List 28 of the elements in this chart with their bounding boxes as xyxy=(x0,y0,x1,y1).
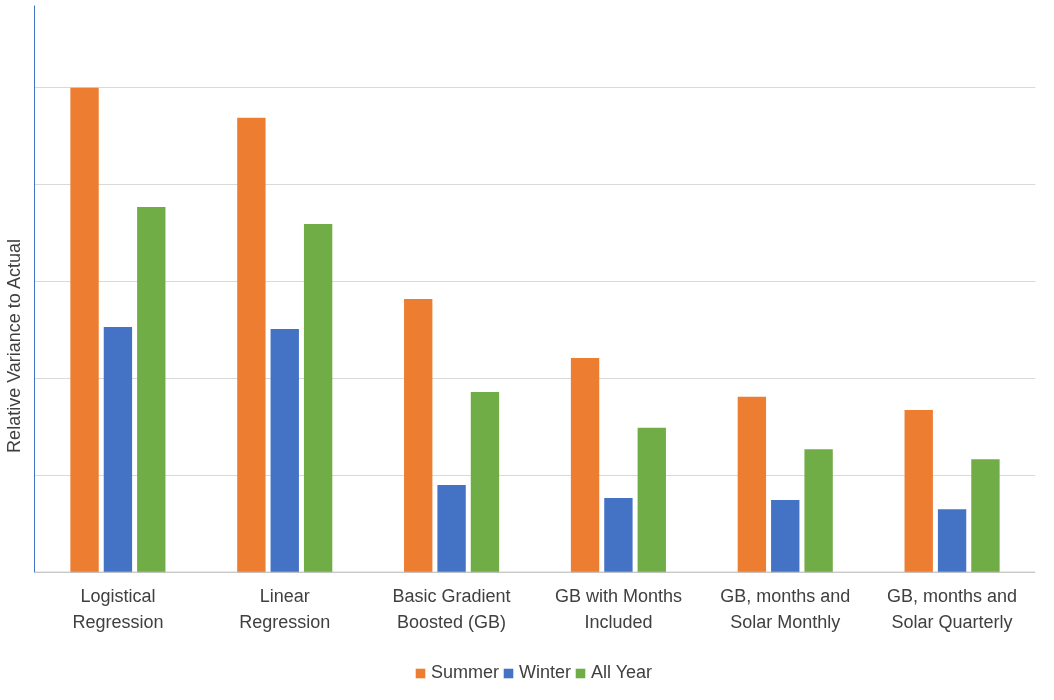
x-tick-label: Basic Gradient Boosted (GB) xyxy=(392,586,511,633)
x-tick-label: GB with Months Included xyxy=(554,586,682,633)
bar xyxy=(404,299,433,573)
legend-label: All Year xyxy=(591,662,653,683)
x-tick-label: Linear Regression xyxy=(239,586,331,633)
bar xyxy=(637,427,666,573)
bar xyxy=(237,117,266,573)
bar xyxy=(904,409,933,573)
bar xyxy=(270,329,299,573)
bar xyxy=(771,500,800,573)
bar xyxy=(437,484,466,573)
bar xyxy=(303,223,333,573)
x-tick-label: GB, months and Solar Quarterly xyxy=(887,586,1018,633)
x-tick-label: GB, months and Solar Monthly xyxy=(720,586,851,633)
bar xyxy=(737,396,767,573)
bar xyxy=(570,358,600,573)
bar xyxy=(971,459,1000,573)
y-axis-title: Relative Variance to Actual xyxy=(3,239,24,453)
x-tick-label: Logistical Regression xyxy=(72,586,164,633)
bar xyxy=(937,509,967,573)
bar xyxy=(804,449,833,573)
legend-label: Winter xyxy=(519,662,572,683)
bar xyxy=(103,327,133,573)
bar xyxy=(470,392,500,573)
legend-label: Summer xyxy=(431,662,500,683)
bar xyxy=(604,498,633,573)
bar xyxy=(70,87,99,573)
bar xyxy=(137,206,166,573)
